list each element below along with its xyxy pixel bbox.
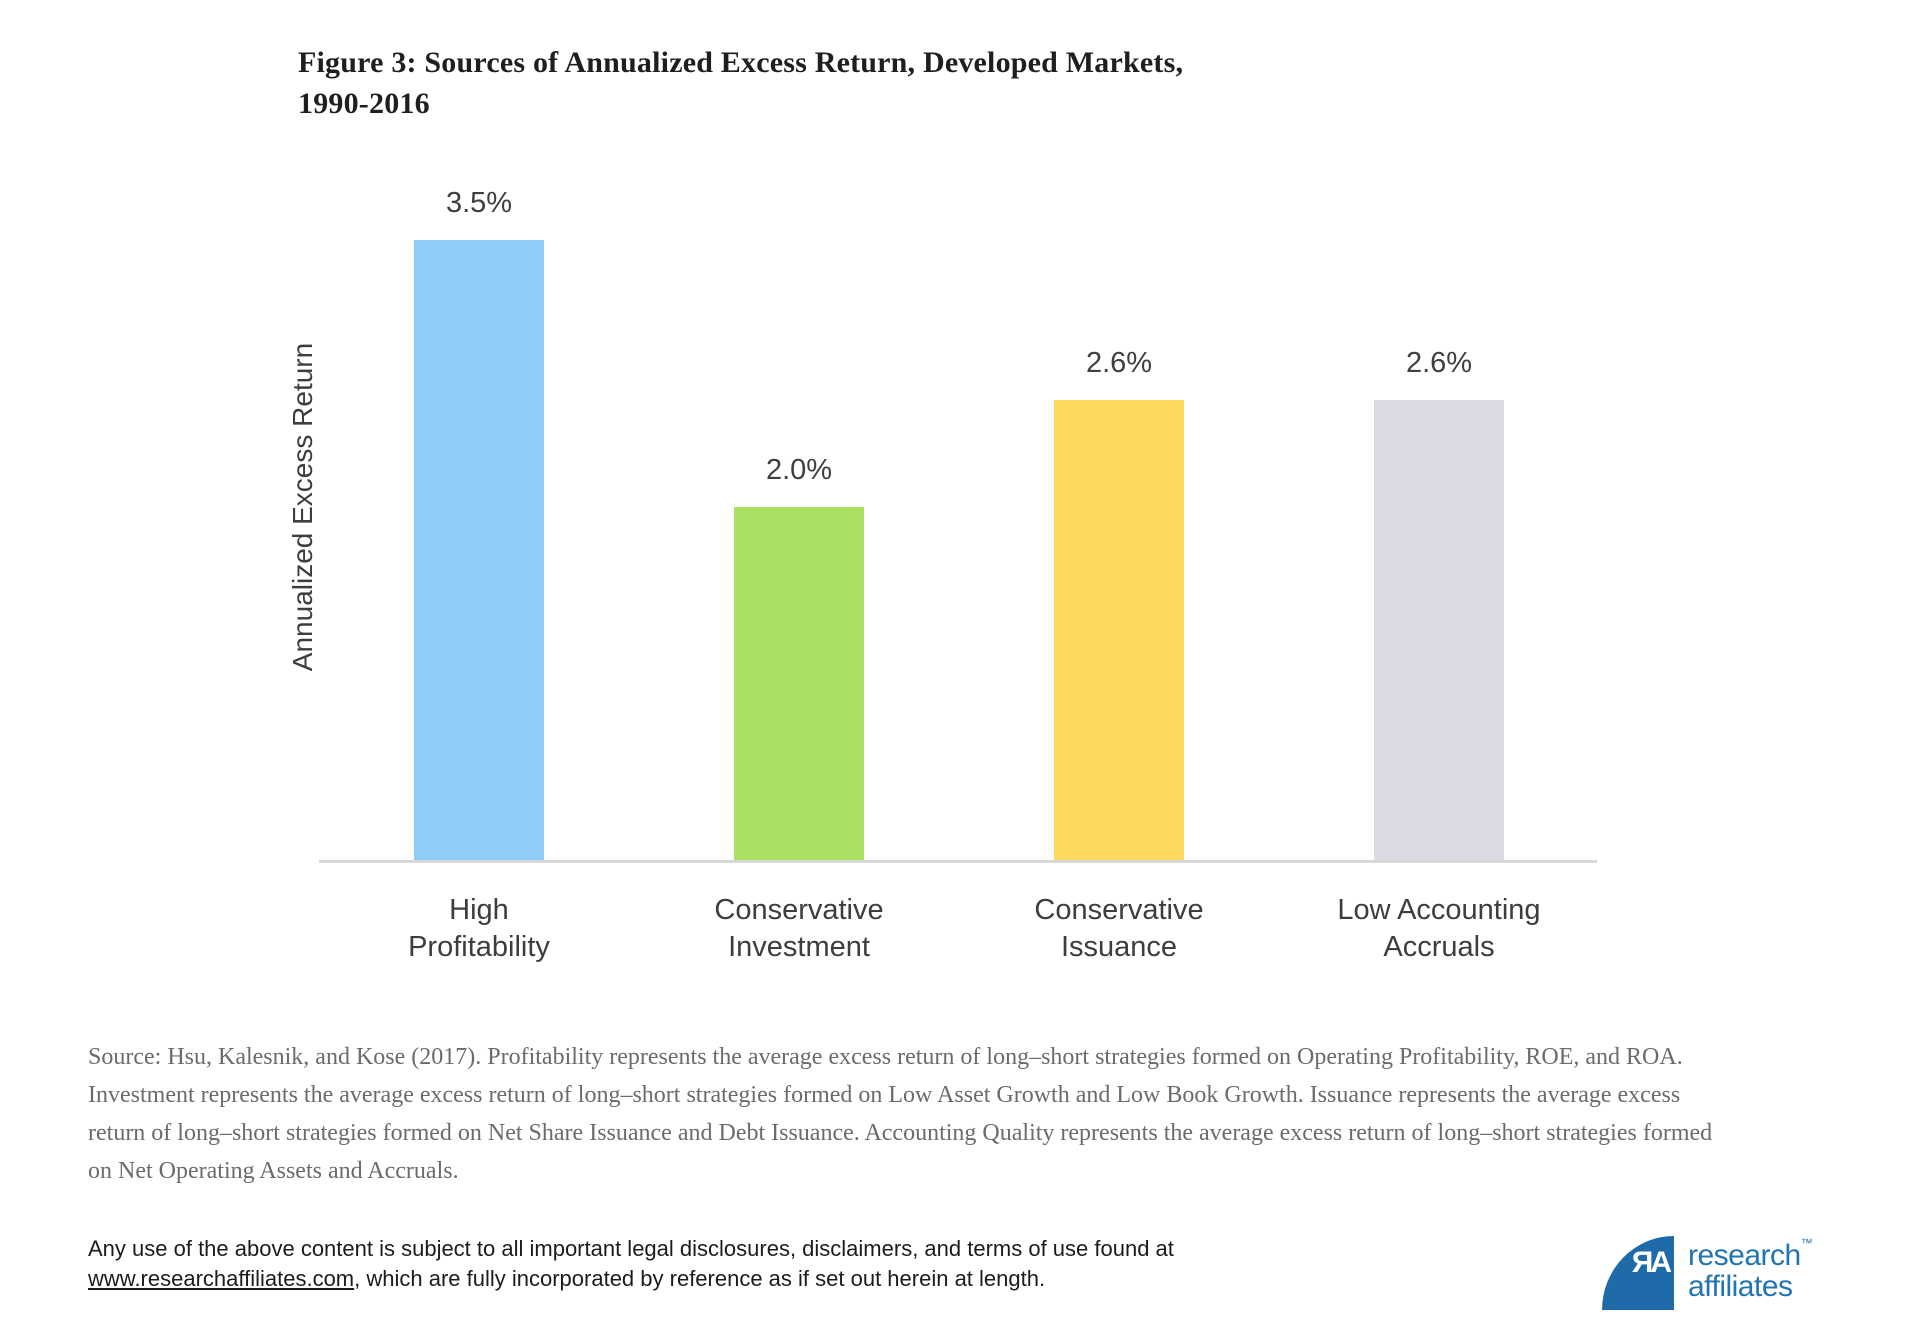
- bar-value-label: 2.0%: [765, 454, 833, 486]
- x-axis-line: [319, 860, 1597, 863]
- category-label-high-profitability: High Profitability: [408, 894, 550, 963]
- figure-title-line2: 1990-2016: [298, 87, 430, 120]
- bar-high-profitability: [414, 240, 544, 861]
- disclaimer-line1: Any use of the above content is subject …: [88, 1236, 1174, 1261]
- category-label-conservative-investment: Conservative Investment: [714, 894, 884, 963]
- bar-conservative-investment: [734, 507, 864, 861]
- figure-title: Figure 3: Sources of Annualized Excess R…: [298, 42, 1548, 124]
- researchaffiliates-link[interactable]: www.researchaffiliates.com: [88, 1266, 355, 1291]
- category-label-low-accounting-accruals: Low Accounting Accruals: [1337, 894, 1541, 963]
- bar-value-label: 2.6%: [1085, 347, 1153, 379]
- logo-word-affiliates: affiliates: [1688, 1270, 1793, 1303]
- bar-conservative-issuance: [1054, 400, 1184, 861]
- source-note: Source: Hsu, Kalesnik, and Kose (2017). …: [88, 1044, 1713, 1184]
- legal-disclaimer: Any use of the above content is subject …: [88, 1234, 1288, 1294]
- bar-low-accounting-accruals: [1374, 400, 1504, 861]
- disclaimer-after-link: , which are fully incorporated by refere…: [354, 1266, 1046, 1291]
- research-affiliates-logo-icon: ЯA: [1602, 1236, 1674, 1310]
- trademark-symbol: ™: [1800, 1236, 1813, 1250]
- bar-value-label: 3.5%: [445, 187, 513, 219]
- figure-title-line1: Figure 3: Sources of Annualized Excess R…: [298, 46, 1184, 79]
- ra-monogram-icon: ЯA: [1631, 1246, 1672, 1279]
- logo-word-research: research: [1688, 1239, 1801, 1272]
- category-label-conservative-issuance: Conservative Issuance: [1034, 894, 1204, 963]
- y-axis-label: Annualized Excess Return: [287, 342, 318, 672]
- bar-value-label: 2.6%: [1405, 347, 1473, 379]
- research-affiliates-wordmark: research™ affiliates: [1688, 1237, 1813, 1303]
